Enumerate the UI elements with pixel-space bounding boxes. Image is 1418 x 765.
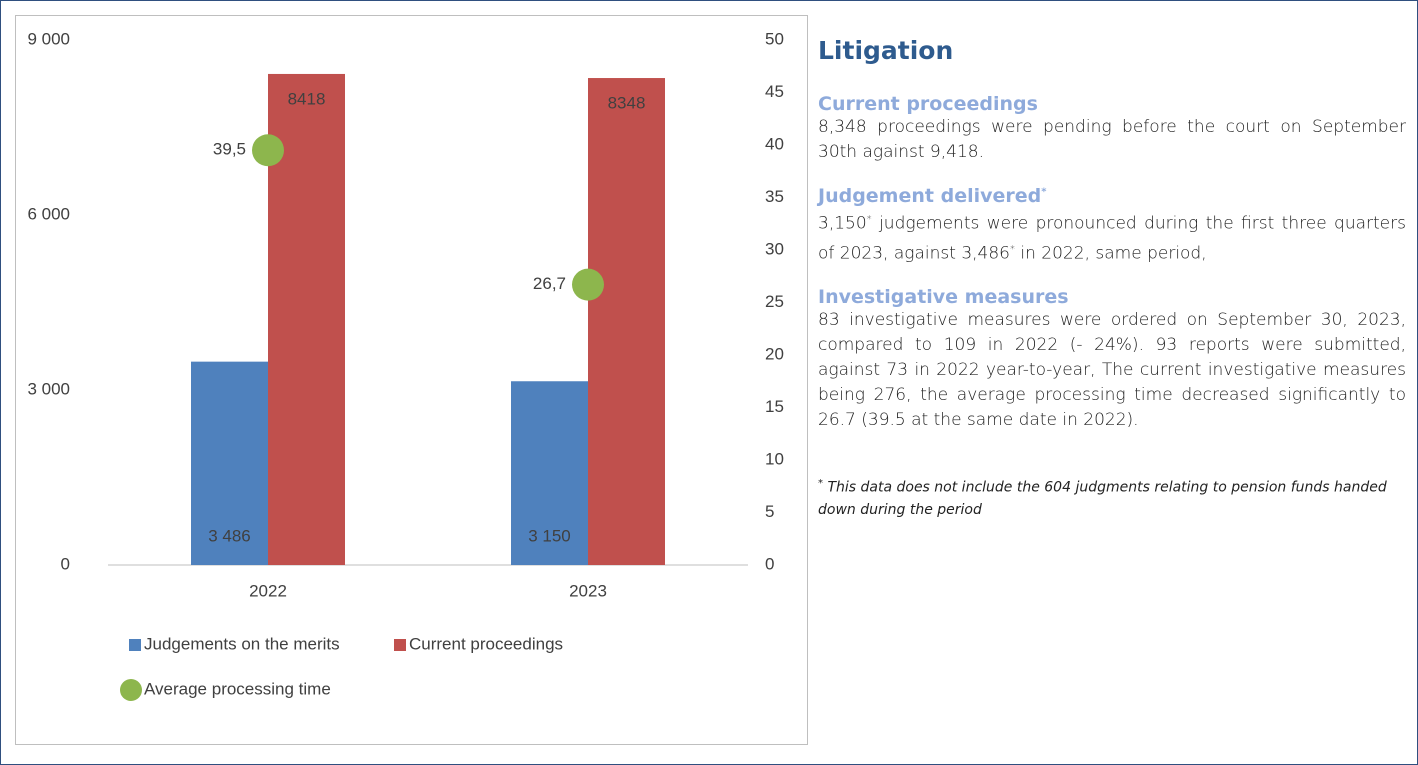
body-text: 3,150 [818, 213, 867, 234]
section-body: 83 investigative measures were ordered o… [818, 308, 1406, 433]
body-text: 83 investigative measures were ordered o… [818, 310, 1406, 431]
y2-tick-label: 45 [765, 82, 784, 101]
dot-label: 26,7 [533, 274, 566, 293]
heading-text: Current proceedings [818, 93, 1038, 115]
bar [588, 78, 665, 566]
section-body: 3,150* judgements were pronounced during… [818, 207, 1406, 266]
legend-marker [394, 639, 406, 651]
y2-tick-label: 10 [765, 449, 784, 468]
y-tick-label: 0 [61, 554, 70, 573]
bar-label: 8418 [288, 89, 326, 108]
footnote-text: This data does not include the 604 judgm… [818, 479, 1387, 518]
asterisk: * [1010, 243, 1015, 255]
section-heading: Judgement delivered* [818, 185, 1406, 207]
asterisk: * [1041, 186, 1047, 198]
legend-label: Judgements on the merits [144, 634, 340, 653]
y2-tick-label: 5 [765, 502, 774, 521]
legend-label: Average processing time [144, 679, 331, 698]
y-tick-label: 3 000 [27, 379, 70, 398]
y2-tick-label: 0 [765, 554, 774, 573]
bar-label: 8348 [608, 94, 646, 113]
bar [511, 381, 588, 565]
asterisk: * [866, 214, 872, 225]
chart-box [15, 15, 808, 745]
x-tick-label: 2022 [249, 581, 287, 600]
y2-tick-label: 30 [765, 239, 784, 258]
footnote: * This data does not include the 604 jud… [818, 473, 1406, 521]
x-tick-label: 2023 [569, 581, 607, 600]
panel-title: Litigation [818, 36, 954, 65]
y2-tick-label: 40 [765, 134, 784, 153]
body-text: judgements were pronounced during the fi… [818, 213, 1406, 264]
asterisk: * [818, 478, 823, 490]
body-text: in 2022, same period, [1015, 243, 1207, 264]
text-panel: Litigation Current proceedings 8,348 pro… [818, 36, 1406, 541]
section-heading: Investigative measures [818, 286, 1406, 308]
y2-tick-label: 20 [765, 344, 784, 363]
section-heading: Current proceedings [818, 93, 1406, 115]
heading-text: Judgement delivered [818, 185, 1042, 207]
heading-text: Investigative measures [818, 286, 1069, 309]
y-tick-label: 9 000 [27, 29, 70, 48]
bar-label: 3 486 [208, 526, 251, 545]
legend-label: Current proceedings [409, 634, 563, 653]
y2-tick-label: 50 [765, 29, 784, 48]
bar [191, 361, 268, 565]
y2-tick-label: 15 [765, 397, 784, 416]
section-body: 8,348 proceedings were pending before th… [818, 115, 1406, 165]
dot [252, 134, 284, 167]
y-tick-label: 6 000 [27, 204, 70, 223]
legend-marker [129, 639, 141, 651]
dot-label: 39,5 [213, 140, 246, 159]
y2-tick-label: 25 [765, 292, 784, 311]
bar-label: 3 150 [528, 526, 571, 545]
legend-marker [120, 679, 142, 701]
chart: 0 3 000 6 000 9 000 0 5 10 15 20 25 30 35 40 45 50 2022… [27, 29, 784, 701]
y2-tick-label: 35 [765, 187, 784, 206]
body-text: 8,348 proceedings were pending before th… [818, 117, 1406, 162]
dot [572, 268, 604, 301]
